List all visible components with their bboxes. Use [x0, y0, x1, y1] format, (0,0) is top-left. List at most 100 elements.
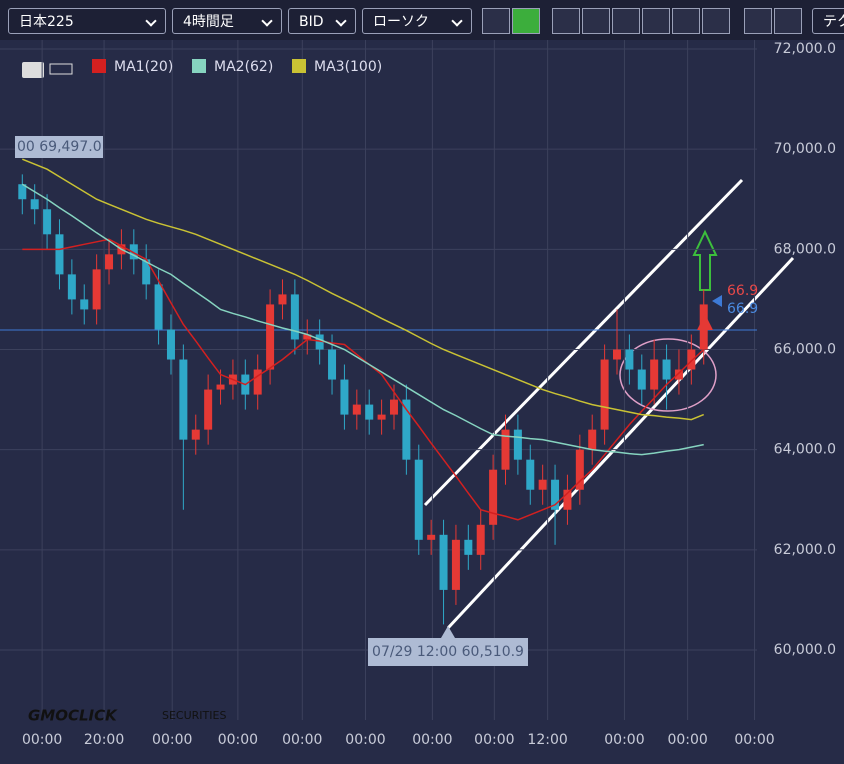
low-label: 07/29 12:00 60,510.9: [372, 644, 524, 660]
candle-body: [451, 539, 460, 590]
x-tick-label: 00:00: [474, 732, 514, 748]
candle-body: [476, 524, 485, 555]
trend-line: [446, 256, 795, 630]
x-tick-label: 00:00: [22, 732, 62, 748]
candle-body: [551, 479, 560, 510]
ask-label: 66.9: [727, 283, 758, 299]
candle-body: [266, 304, 275, 370]
side-select[interactable]: BID: [288, 8, 356, 34]
legend-label: MA1(20): [114, 59, 173, 75]
x-tick-label: 12:00: [527, 732, 567, 748]
y-tick-label: 66,000.0: [774, 342, 836, 358]
logo-sub: SECURITIES: [162, 709, 226, 722]
candle-body: [575, 449, 584, 490]
pointer-button[interactable]: [512, 8, 540, 34]
candle-body: [538, 479, 547, 490]
channel-button[interactable]: [642, 8, 670, 34]
candle-body: [489, 469, 498, 525]
candle-body: [365, 404, 374, 420]
bid-marker: [712, 295, 722, 307]
candle-body: [105, 254, 114, 270]
low-label-box: [368, 638, 528, 666]
ff-button[interactable]: [702, 8, 730, 34]
high-label-box: [15, 136, 103, 158]
style-select[interactable]: ローソク: [362, 8, 472, 34]
up-arrow: [692, 229, 718, 291]
candle-body: [80, 299, 89, 310]
legend-swatch: [92, 59, 106, 73]
candle-body: [278, 294, 287, 305]
candle-body: [303, 334, 312, 340]
candle-body: [464, 539, 473, 555]
tech-select[interactable]: テク: [812, 8, 844, 34]
y-tick-label: 68,000.0: [774, 241, 836, 257]
candle-body: [526, 459, 535, 490]
ma-line: [21, 183, 704, 456]
toolbar: 日本225 4時間足 BID ローソク テク: [0, 0, 844, 40]
candle-body: [315, 334, 324, 350]
candle-body: [179, 359, 188, 440]
erase-button[interactable]: [744, 8, 772, 34]
candle-body: [402, 399, 411, 460]
candle-body: [625, 349, 634, 370]
candle-body: [30, 199, 39, 210]
candle-body: [389, 399, 398, 415]
crosshair-button[interactable]: [482, 8, 510, 34]
candle-body: [204, 389, 213, 430]
candle-body: [328, 349, 337, 380]
x-tick-label: 00:00: [345, 732, 385, 748]
y-tick-label: 72,000.0: [774, 41, 836, 57]
candle-body: [600, 359, 609, 430]
candle-body: [92, 269, 101, 310]
erase-all-button[interactable]: [774, 8, 802, 34]
trendline-button[interactable]: [612, 8, 640, 34]
candle-body: [43, 209, 52, 235]
legend-swatch: [292, 59, 306, 73]
hline-button[interactable]: [552, 8, 580, 34]
y-tick-label: 64,000.0: [774, 442, 836, 458]
legend-label: MA3(100): [314, 59, 382, 75]
x-tick-label: 00:00: [667, 732, 707, 748]
ma-line: [22, 238, 705, 521]
candle-body: [253, 369, 262, 395]
candle-body: [142, 259, 151, 285]
candle-body: [352, 404, 361, 415]
candle-body: [427, 534, 436, 540]
candle-body: [687, 349, 696, 370]
candle-body: [55, 234, 64, 275]
candle-body: [67, 274, 76, 300]
period-select[interactable]: 4時間足: [172, 8, 282, 34]
legend-label: MA2(62): [214, 59, 273, 75]
highlight-ellipse: [619, 338, 717, 412]
ask-marker: [697, 314, 713, 330]
x-tick-label: 00:00: [412, 732, 452, 748]
candle-body: [612, 349, 621, 360]
candle-body: [674, 369, 683, 380]
candle-body: [439, 534, 448, 590]
candle-body: [216, 384, 225, 390]
trend-line: [423, 178, 744, 507]
fr-button[interactable]: [672, 8, 700, 34]
candle-body: [662, 359, 671, 380]
candle-body: [588, 429, 597, 450]
candle-body: [290, 294, 299, 340]
legend-swatch: [192, 59, 206, 73]
logo: GMOCLICK: [28, 707, 118, 725]
x-tick-label: 00:00: [604, 732, 644, 748]
x-tick-label: 00:00: [218, 732, 258, 748]
candle-body: [513, 429, 522, 460]
candle-body: [501, 429, 510, 470]
symbol-select[interactable]: 日本225: [8, 8, 166, 34]
candle-body: [129, 244, 138, 260]
x-tick-label: 20:00: [84, 732, 124, 748]
low-pointer: [441, 626, 455, 638]
y-tick-label: 60,000.0: [774, 642, 836, 658]
legend-icon: [49, 63, 73, 75]
candle-body: [637, 369, 646, 390]
candle-body: [563, 489, 572, 510]
chart: 60,000.0 62,000.0 64,000.0 66,000.0 68,000.0…: [0, 40, 836, 748]
x-tick-label: 00:00: [734, 732, 774, 748]
candle-body: [414, 459, 423, 540]
vline-button[interactable]: [582, 8, 610, 34]
candle-body: [166, 329, 175, 360]
